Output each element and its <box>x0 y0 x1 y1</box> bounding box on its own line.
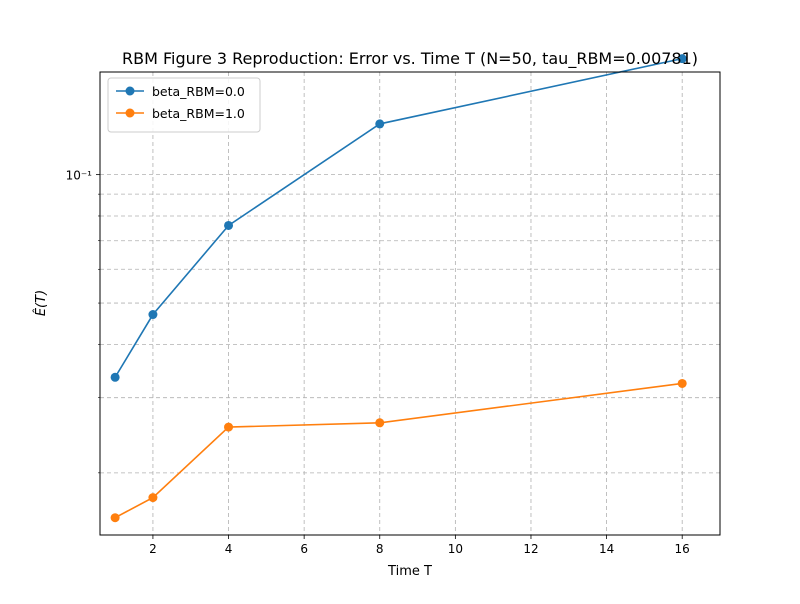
data-point <box>375 119 385 129</box>
x-tick-label: 16 <box>675 542 690 556</box>
legend-box <box>107 77 261 133</box>
y-axis-label: Ê(T) <box>33 290 49 316</box>
data-point <box>148 310 158 320</box>
chart-title: RBM Figure 3 Reproduction: Error vs. Tim… <box>122 49 698 69</box>
x-tick-label: 6 <box>300 542 308 556</box>
x-tick-label: 2 <box>149 542 157 556</box>
y-tick-label: 10⁻¹ <box>66 169 93 183</box>
legend-item: beta_RBM=0.0 <box>116 84 245 99</box>
ticks: 2 4 6 8 10 12 14 16 10⁻¹ <box>66 169 690 556</box>
data-point <box>110 513 120 523</box>
legend-marker <box>125 108 135 118</box>
x-tick-label: 14 <box>599 542 614 556</box>
x-axis-label: Time T <box>387 564 432 579</box>
data-point <box>375 418 385 428</box>
data-point <box>224 220 234 230</box>
legend-item: beta_RBM=1.0 <box>116 106 245 121</box>
x-tick-label: 12 <box>523 542 538 556</box>
data-point <box>677 378 687 388</box>
x-tick-label: 10 <box>448 542 463 556</box>
data-point <box>110 372 120 382</box>
x-tick-label: 8 <box>376 542 384 556</box>
data-point <box>224 422 234 432</box>
legend-label: beta_RBM=1.0 <box>152 106 245 121</box>
legend: beta_RBM=0.0 beta_RBM=1.0 <box>107 77 261 133</box>
data-point <box>148 493 158 503</box>
series-layer <box>110 54 687 523</box>
series-0 <box>110 54 687 382</box>
grid <box>100 72 720 535</box>
series-1 <box>110 378 687 523</box>
legend-label: beta_RBM=0.0 <box>152 84 245 99</box>
plot-frame <box>99 71 721 536</box>
x-tick-label: 4 <box>225 542 233 556</box>
data-point <box>677 54 687 64</box>
legend-marker <box>125 86 135 96</box>
